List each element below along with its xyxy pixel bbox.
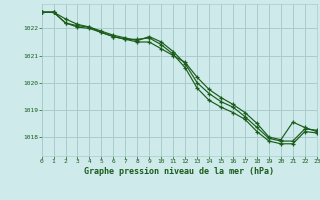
X-axis label: Graphe pression niveau de la mer (hPa): Graphe pression niveau de la mer (hPa) <box>84 167 274 176</box>
